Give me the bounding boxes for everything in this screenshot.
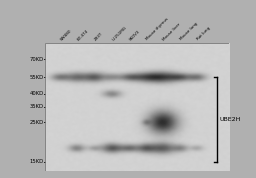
Text: SKOV3: SKOV3 bbox=[129, 29, 141, 41]
Text: U-251MG: U-251MG bbox=[111, 25, 127, 41]
Text: 35KD: 35KD bbox=[30, 104, 44, 109]
Text: Mouse lung: Mouse lung bbox=[179, 22, 199, 41]
Text: 70KD: 70KD bbox=[30, 57, 44, 62]
Text: 55KD: 55KD bbox=[30, 75, 44, 80]
Text: UBE2H: UBE2H bbox=[220, 117, 241, 122]
Text: SW480: SW480 bbox=[60, 28, 73, 41]
Text: BT-474: BT-474 bbox=[76, 29, 89, 41]
Text: 293T: 293T bbox=[94, 31, 104, 41]
Text: Rat lung: Rat lung bbox=[196, 27, 211, 41]
Text: Mouse thymus: Mouse thymus bbox=[145, 17, 169, 41]
Text: 15KD: 15KD bbox=[30, 159, 44, 164]
Text: Mouse liver: Mouse liver bbox=[162, 22, 181, 41]
Text: 25KD: 25KD bbox=[30, 120, 44, 125]
Text: 40KD: 40KD bbox=[30, 91, 44, 96]
